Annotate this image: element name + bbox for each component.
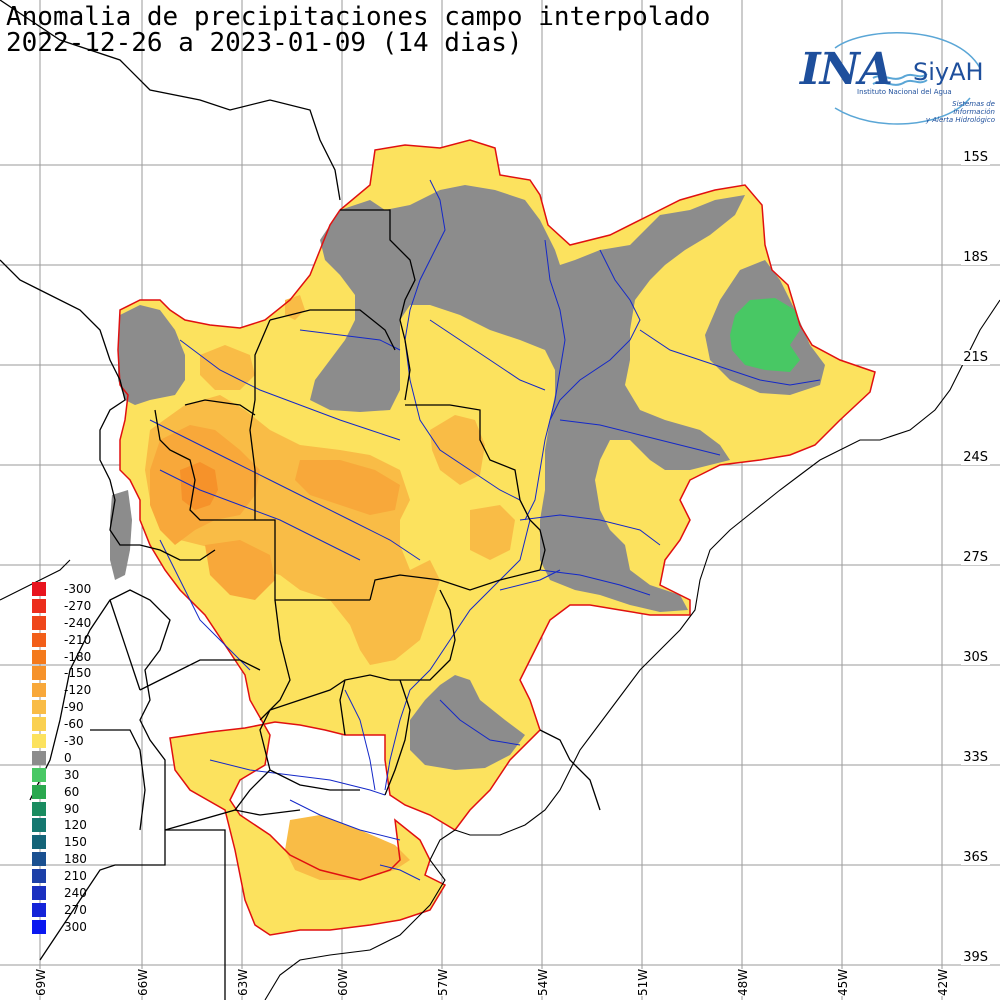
legend-label: 240 [64, 886, 87, 901]
longitude-label: 57W [436, 968, 450, 996]
legend-swatch [32, 734, 46, 749]
legend-swatch [32, 902, 46, 917]
legend-swatch [32, 767, 46, 782]
legend-swatch [32, 582, 46, 596]
legend-label: 90 [64, 801, 80, 816]
anomaly-area-minus60-east [430, 415, 485, 485]
map-title-line1: Anomalia de precipitaciones campo interp… [6, 2, 711, 32]
latitude-label: 30S [961, 650, 990, 665]
legend-swatch [32, 869, 46, 884]
anomaly-area-minus90-south [205, 540, 275, 600]
legend-swatch [32, 919, 46, 934]
legend-swatch [32, 852, 46, 867]
logo-siyah-text: SiyAH [913, 58, 984, 86]
rivers [149, 179, 821, 881]
legend-swatch [32, 598, 46, 613]
legend-label: -180 [64, 649, 92, 664]
legend-swatch [32, 801, 46, 816]
latitude-label: 27S [961, 550, 990, 565]
logo-ina-text: INA [800, 44, 893, 95]
legend-swatch [32, 835, 46, 850]
legend-swatch [32, 666, 46, 681]
legend-swatch [32, 818, 46, 833]
legend-label: -240 [64, 615, 92, 630]
legend-swatch [32, 700, 46, 715]
legend-swatch [32, 615, 46, 630]
longitude-label: 51W [636, 968, 650, 996]
anomaly-area-zero-north [310, 185, 745, 612]
legend-swatch [32, 886, 46, 901]
anomaly-area-zero-south [410, 675, 525, 770]
longitude-label: 69W [34, 968, 48, 996]
anomaly-area-minus60-center [470, 505, 515, 560]
legend-label: 0 [64, 750, 72, 765]
latitude-label: 18S [961, 250, 990, 265]
legend-label: -150 [64, 666, 92, 681]
logo-tagline: Sistemas de información y Alerta Hidroló… [917, 100, 995, 124]
longitude-label: 66W [136, 968, 150, 996]
legend-label: -120 [64, 683, 92, 698]
legend-swatch [32, 649, 46, 664]
longitude-label: 60W [336, 968, 350, 996]
coastline [0, 299, 1000, 1000]
latitude-label: 36S [961, 850, 990, 865]
borders [0, 0, 601, 1000]
legend-label: 150 [64, 835, 87, 850]
ina-siyah-logo: INA SiyAH Instituto Nacional del Agua Si… [795, 28, 995, 133]
logo-tagline-line1: Sistemas de información [952, 100, 995, 116]
latitude-label: 24S [961, 450, 990, 465]
latitude-label: 15S [961, 150, 990, 165]
legend-swatch [32, 750, 46, 765]
legend-label: 300 [64, 919, 87, 934]
legend-label: 30 [64, 767, 80, 782]
legend-label: 60 [64, 784, 80, 799]
legend-label: 180 [64, 852, 87, 867]
legend-label: -270 [64, 598, 92, 613]
longitude-label: 45W [836, 968, 850, 996]
latitude-label: 21S [961, 350, 990, 365]
legend-label: 210 [64, 869, 87, 884]
latitude-label: 33S [961, 750, 990, 765]
anomaly-area-minus60-south [285, 815, 410, 880]
basin-anomaly-field [110, 139, 876, 936]
latitude-label: 39S [961, 950, 990, 965]
legend-label: -60 [64, 717, 84, 732]
logo-tagline-line2: y Alerta Hidrológico [925, 116, 995, 124]
longitude-label: 42W [936, 968, 950, 996]
map-title-line2: 2022-12-26 a 2023-01-09 (14 dias) [6, 28, 523, 58]
anomaly-area-zero-west [118, 305, 185, 405]
legend-label: 270 [64, 902, 87, 917]
legend-label: -30 [64, 734, 84, 749]
legend-label: -90 [64, 700, 84, 715]
legend-swatch [32, 632, 46, 647]
longitude-label: 63W [236, 968, 250, 996]
basin-outline [117, 139, 876, 936]
anomaly-area-minus90-east [295, 460, 400, 515]
legend-swatch [32, 683, 46, 698]
legend-label: 120 [64, 818, 87, 833]
longitude-label: 48W [736, 968, 750, 996]
anomaly-area-plus30 [730, 298, 800, 372]
legend-label: -300 [64, 582, 92, 596]
anomaly-area-minus60-north [285, 295, 305, 320]
legend-swatch [32, 784, 46, 799]
anomaly-area-zero-southwest [110, 490, 132, 580]
anomaly-area-minus60-west [200, 345, 255, 390]
logo-swoosh-icon [834, 32, 981, 125]
legend-swatch [32, 717, 46, 732]
anomaly-area-minus120 [180, 462, 218, 510]
legend-label: -210 [64, 632, 92, 647]
logo-institute-text: Instituto Nacional del Agua [857, 88, 952, 96]
longitude-label: 54W [536, 968, 550, 996]
